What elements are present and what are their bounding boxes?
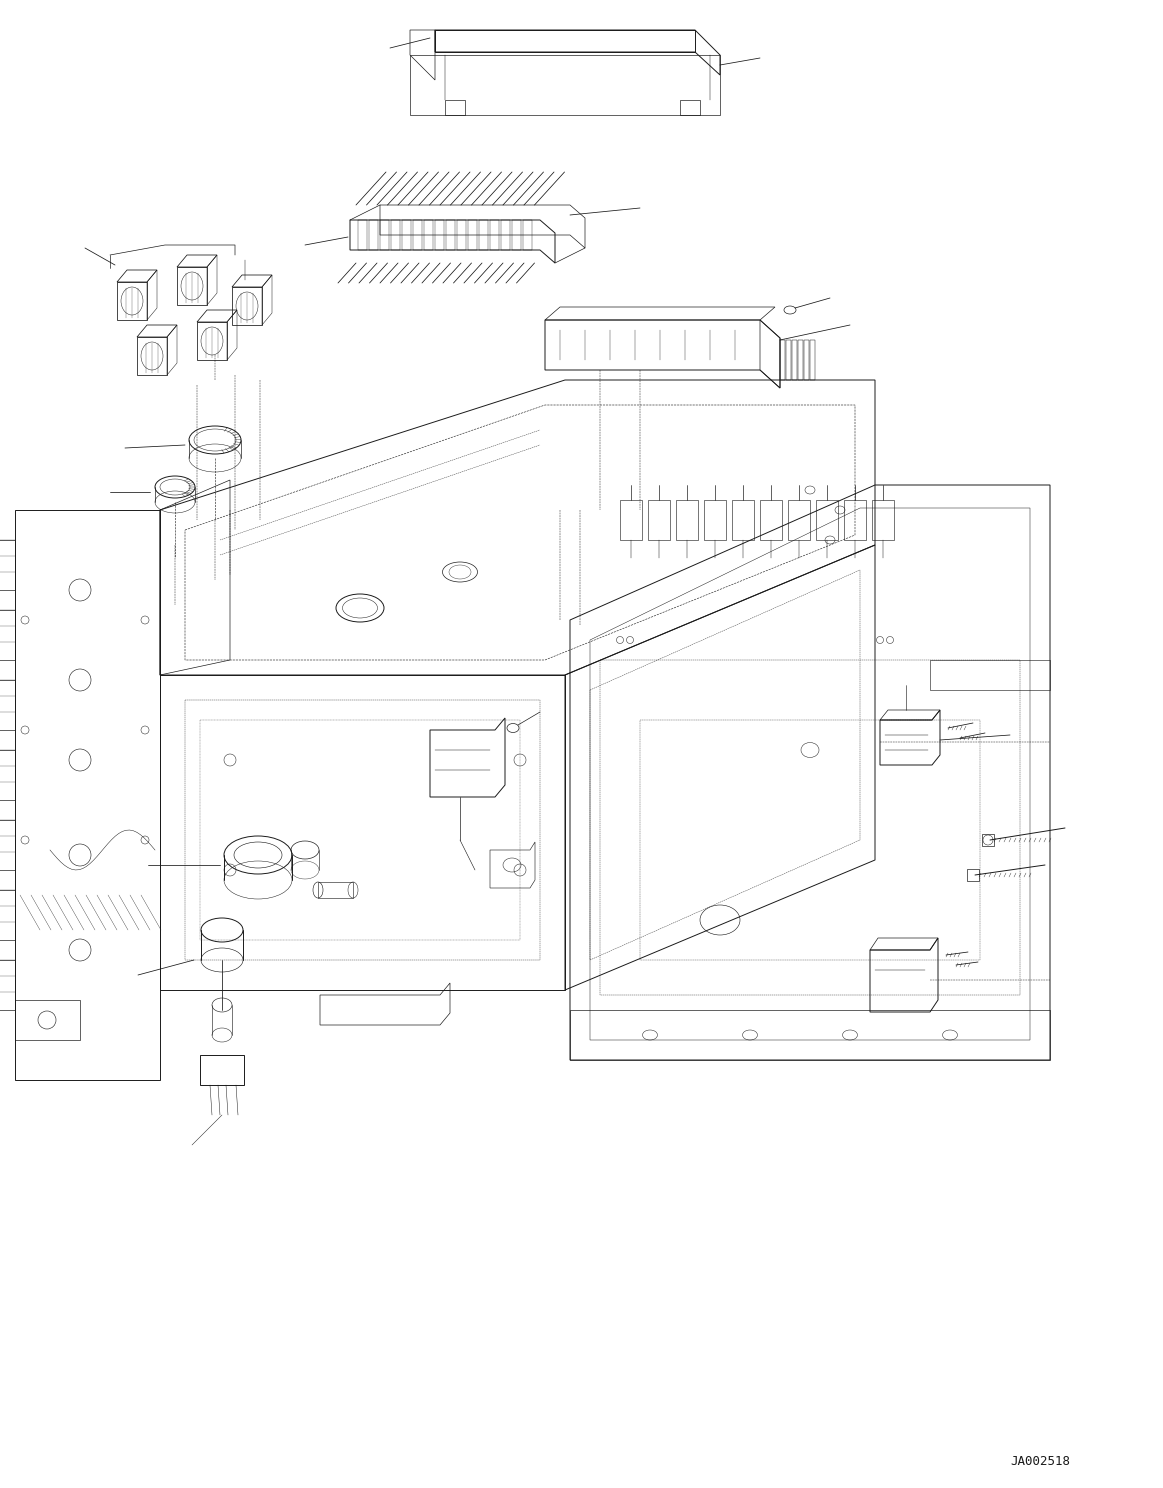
Text: JA002518: JA002518 xyxy=(1009,1455,1070,1469)
